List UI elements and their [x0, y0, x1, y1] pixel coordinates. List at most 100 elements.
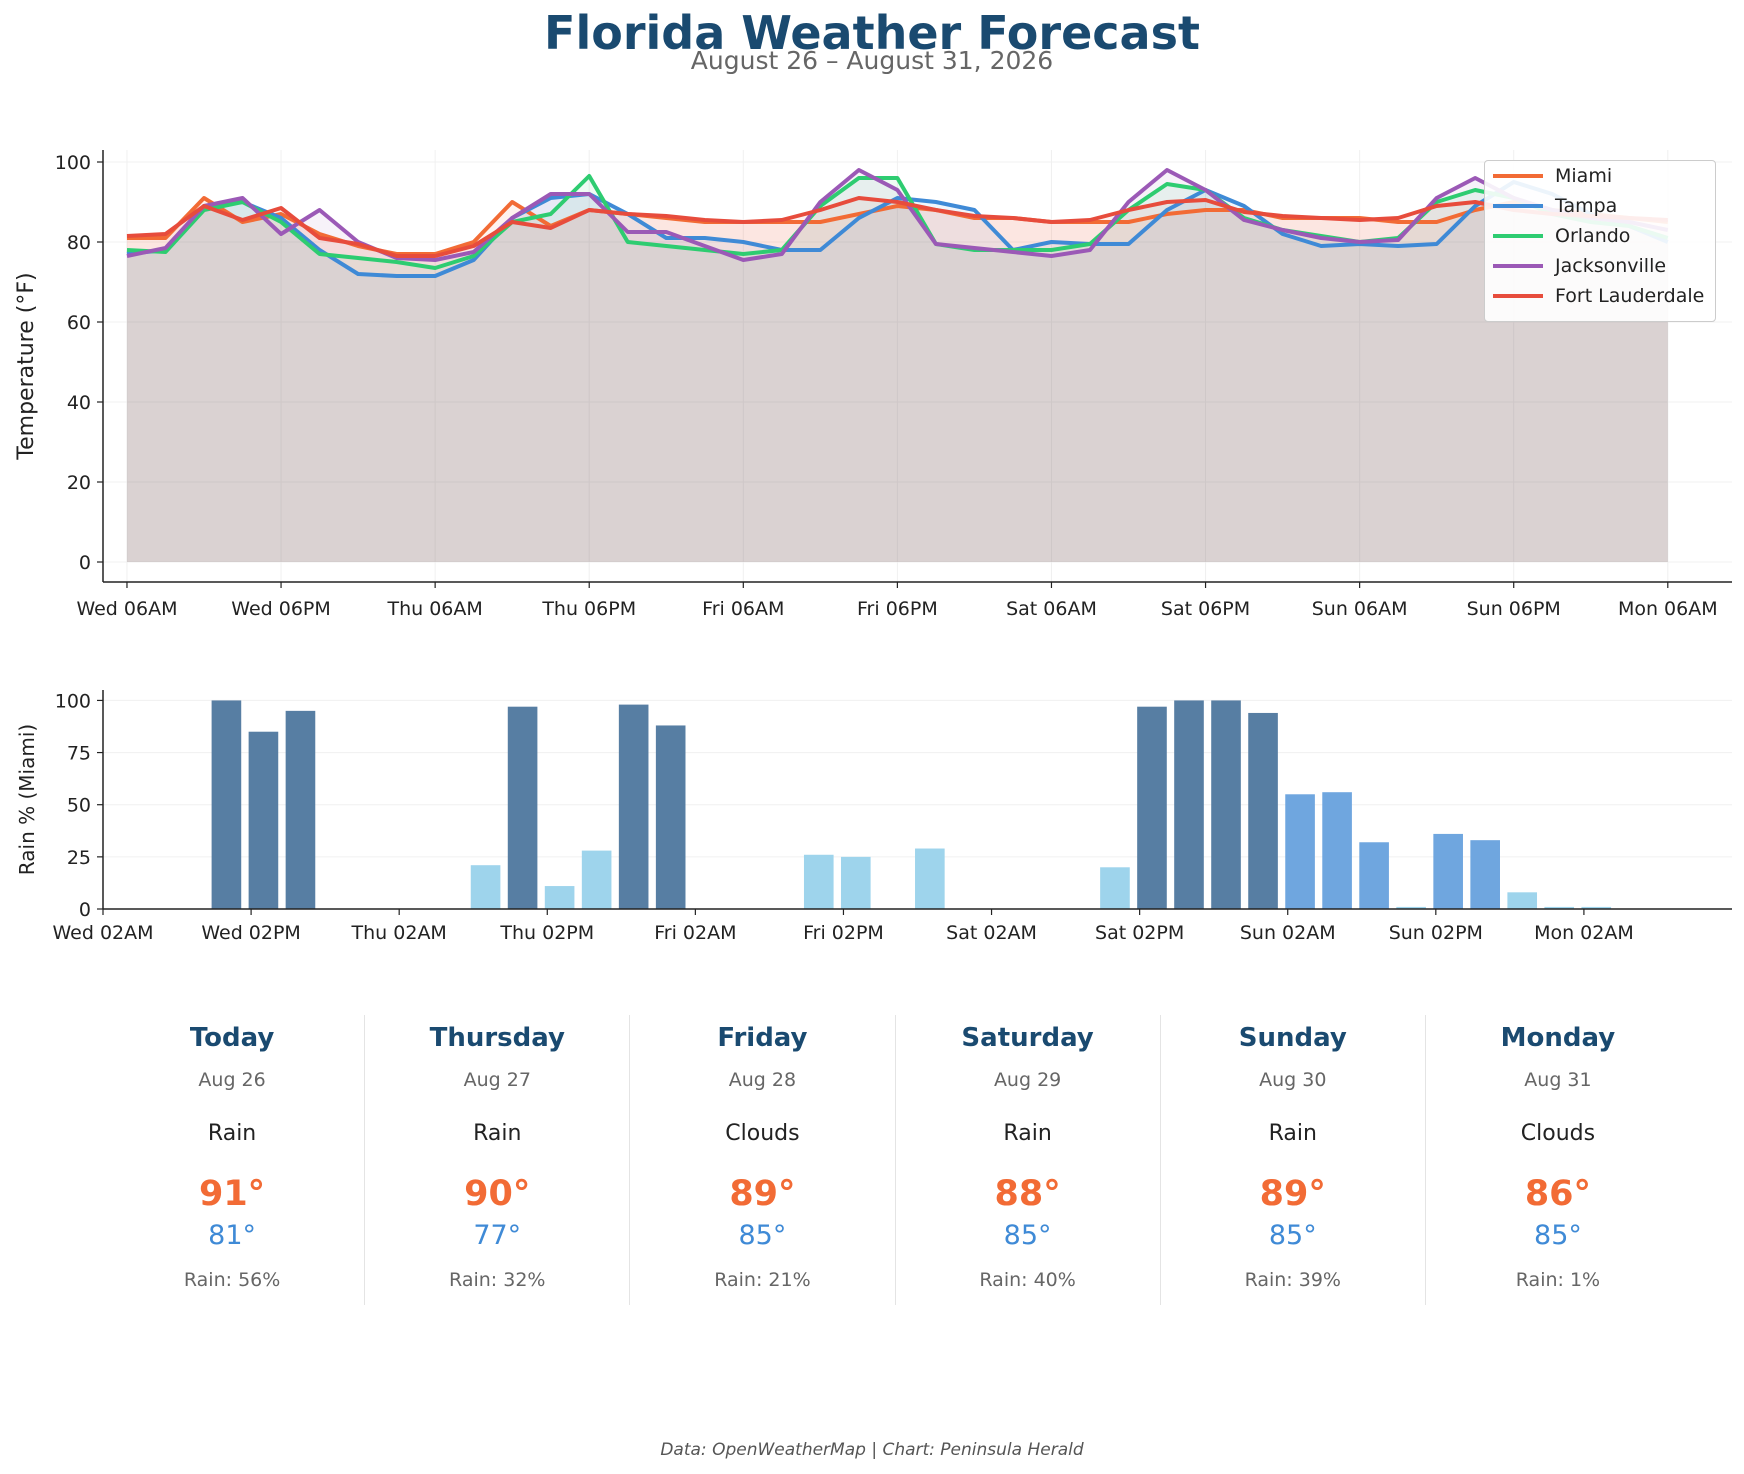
rain-bar [581, 850, 612, 909]
legend-swatch-orlando [1493, 234, 1543, 238]
temperature-legend: Miami Tampa Orlando Jacksonville Fort La… [1484, 160, 1716, 322]
day-rain-chance: Rain: 40% [979, 1269, 1076, 1291]
day-condition: Clouds [725, 1121, 800, 1146]
forecast-day: Today Aug 26 Rain 91° 81° Rain: 56% [100, 1015, 366, 1305]
y-tick-label: 40 [67, 392, 91, 414]
legend-item-jacksonville: Jacksonville [1485, 251, 1715, 281]
daily-forecast: Today Aug 26 Rain 91° 81° Rain: 56% Thur… [100, 1015, 1690, 1305]
day-high-temp: 89° [1259, 1174, 1326, 1214]
day-date: Aug 27 [463, 1069, 531, 1091]
data-credit: Data: OpenWeatherMap | Chart: Peninsula … [660, 1440, 1084, 1460]
day-condition: Rain [1268, 1121, 1317, 1146]
day-low-temp: 81° [208, 1220, 257, 1251]
day-low-temp: 77° [473, 1220, 522, 1251]
legend-item-tampa: Tampa [1485, 191, 1715, 221]
y-tick-label: 100 [55, 690, 91, 712]
chart-subtitle: August 26 – August 31, 2026 [690, 46, 1054, 75]
day-low-temp: 85° [1268, 1220, 1317, 1251]
day-date: Aug 29 [993, 1069, 1062, 1091]
legend-label: Jacksonville [1555, 255, 1667, 277]
rain-bar [1507, 892, 1538, 909]
series-line-tampa [126, 180, 1669, 278]
rain-bar [1100, 867, 1130, 909]
rain-bar [1581, 906, 1612, 909]
day-name: Friday [717, 1023, 808, 1053]
rain-bar [211, 700, 242, 909]
y-tick-label: 75 [67, 743, 91, 765]
day-high-temp: 88° [994, 1174, 1061, 1214]
rain-bar [618, 704, 649, 909]
x-tick-label: Sun 02AM [1240, 922, 1336, 944]
legend-swatch-jacksonville [1493, 264, 1543, 268]
day-low-temp: 85° [1003, 1220, 1052, 1251]
rain-bar [1322, 792, 1352, 909]
forecast-day: Friday Aug 28 Clouds 89° 85° Rain: 21% [630, 1015, 896, 1305]
day-condition: Clouds [1520, 1121, 1596, 1146]
x-tick-label: Mon 02AM [1534, 922, 1634, 944]
x-tick-label: Sun 06PM [1467, 598, 1561, 620]
x-tick-label: Fri 02AM [654, 922, 736, 944]
area-fill [126, 182, 1668, 562]
day-rain-chance: Rain: 21% [714, 1269, 811, 1291]
day-name: Sunday [1238, 1023, 1347, 1053]
rain-bar [1211, 700, 1241, 909]
day-condition: Rain [207, 1121, 257, 1146]
forecast-day: Monday Aug 31 Clouds 86° 85° Rain: 1% [1426, 1015, 1690, 1305]
x-tick-label: Thu 06PM [541, 598, 636, 620]
area-fill [126, 198, 1668, 562]
rain-bar [470, 865, 501, 909]
area-fill [126, 176, 1668, 562]
rain-bar [1396, 906, 1426, 909]
series-line-fort-lauderdale [126, 196, 1668, 258]
day-condition: Rain [1003, 1121, 1052, 1146]
rain-bar [285, 710, 316, 909]
y-tick-label: 0 [79, 552, 91, 574]
x-tick-label: Fri 06AM [702, 598, 784, 620]
forecast-day: Saturday Aug 29 Rain 88° 85° Rain: 40% [896, 1015, 1161, 1305]
x-tick-label: Thu 06AM [386, 598, 482, 620]
x-tick-label: Thu 02PM [499, 922, 594, 944]
temperature-chart: 0 20 40 60 80 100 Wed 06AM Wed 06PM Thu 06AM Thu … [14, 150, 1732, 620]
x-tick-label: Wed 06PM [231, 598, 331, 620]
y-tick-label: 20 [67, 472, 91, 494]
legend-item-orlando: Orlando [1485, 221, 1715, 251]
day-high-temp: 86° [1524, 1174, 1592, 1214]
area-fill [126, 198, 1668, 562]
rain-bar [655, 725, 686, 909]
y-axis-label: Rain % (Miami) [15, 724, 39, 875]
chart-title: Florida Weather Forecast [544, 6, 1200, 60]
y-tick-label: 50 [67, 795, 91, 817]
rain-bar [1174, 700, 1204, 909]
y-tick-label: 25 [67, 847, 91, 869]
legend-swatch-miami [1493, 174, 1543, 178]
day-high-temp: 91° [198, 1174, 266, 1214]
day-rain-chance: Rain: 56% [183, 1269, 281, 1291]
day-condition: Rain [473, 1121, 522, 1146]
day-rain-chance: Rain: 32% [449, 1269, 546, 1291]
legend-label: Orlando [1555, 225, 1631, 247]
legend-label: Fort Lauderdale [1555, 285, 1705, 307]
x-tick-label: Sat 06PM [1161, 598, 1250, 620]
day-rain-chance: Rain: 1% [1515, 1269, 1601, 1291]
rain-bar [803, 854, 834, 909]
area-fill [126, 170, 1668, 562]
x-tick-label: Mon 06AM [1618, 598, 1718, 620]
legend-item-fort-lauderdale: Fort Lauderdale [1485, 281, 1715, 311]
rain-bar [915, 848, 945, 909]
rain-bar [248, 731, 279, 909]
y-axis-label: Temperature (°F) [14, 272, 39, 460]
day-name: Thursday [429, 1023, 565, 1053]
forecast-day: Thursday Aug 27 Rain 90° 77° Rain: 32% [365, 1015, 631, 1305]
forecast-day: Sunday Aug 30 Rain 89° 85° Rain: 39% [1161, 1015, 1426, 1305]
x-tick-label: Thu 02AM [351, 922, 447, 944]
rain-bar [544, 886, 575, 909]
x-tick-label: Wed 02AM [52, 922, 153, 944]
y-tick-label: 60 [67, 312, 91, 334]
x-tick-label: Wed 06AM [76, 598, 177, 620]
rain-bar [840, 856, 871, 909]
day-name: Today [189, 1023, 275, 1053]
rain-chart: 0 25 50 75 100 Wed 02AM Wed 02PM Thu 02AM Thu 02… [15, 690, 1732, 944]
day-high-temp: 90° [464, 1174, 531, 1214]
rain-bar [1544, 906, 1575, 909]
legend-item-miami: Miami [1485, 161, 1715, 191]
